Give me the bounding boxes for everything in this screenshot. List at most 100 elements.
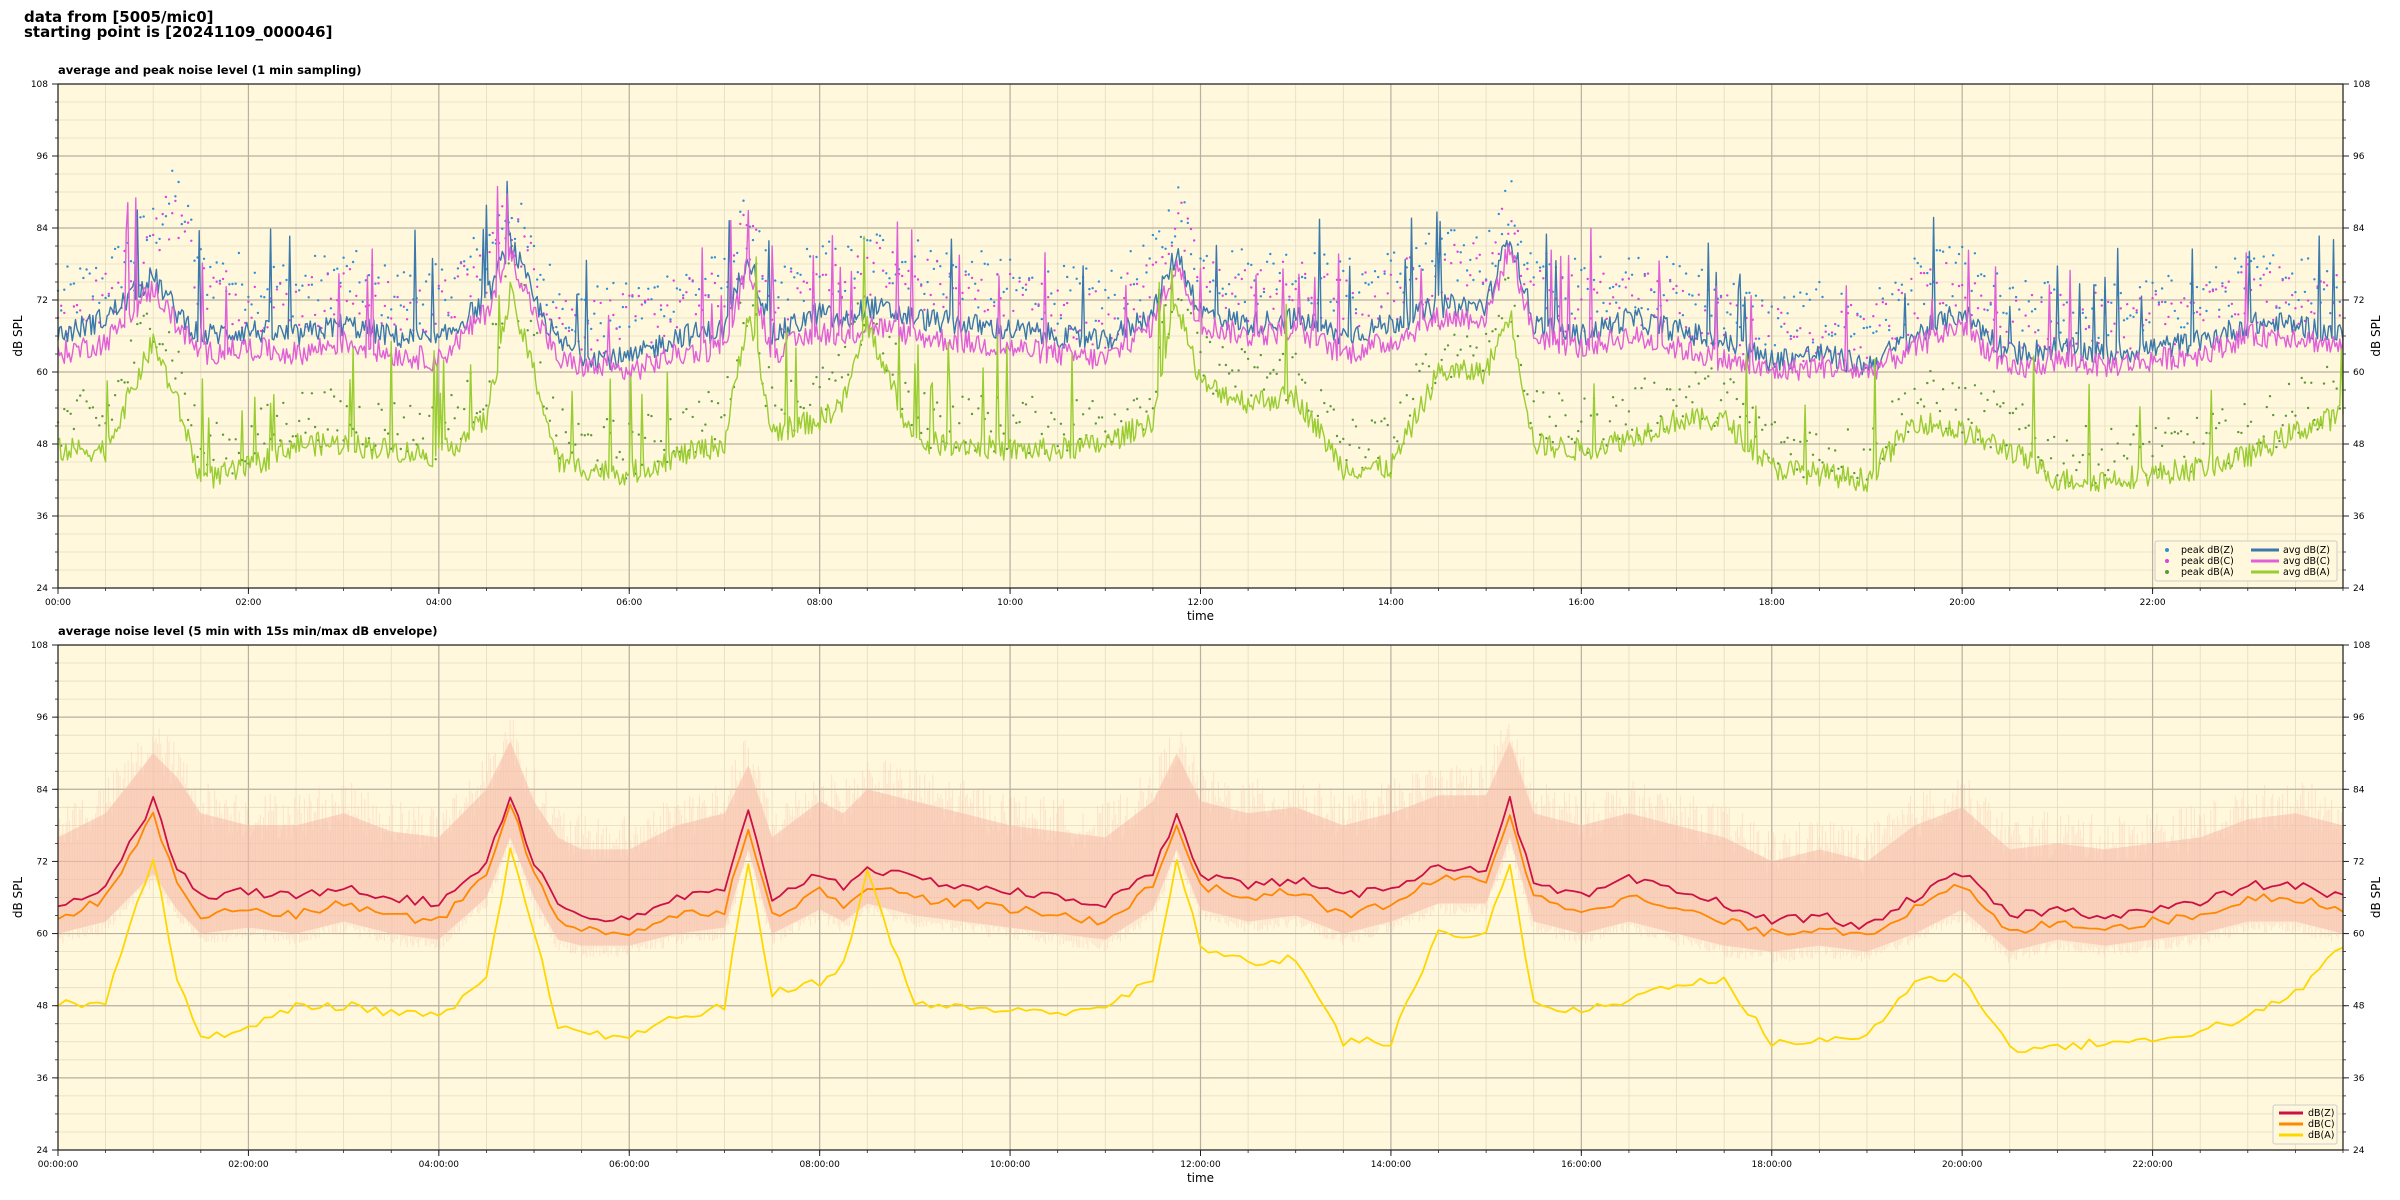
data-point [764,279,767,283]
data-point [1754,337,1758,340]
data-point [2183,455,2186,458]
data-point [2065,301,2069,304]
data-point [1653,381,1656,384]
data-point [1148,257,1151,260]
data-point [532,268,536,271]
data-point [167,238,171,241]
data-point [853,286,856,290]
data-point [881,269,885,272]
data-point [691,279,694,282]
x-tick-label: 16:00 [1568,598,1594,608]
data-point [548,263,552,266]
x-tick-label: 08:00:00 [799,1160,840,1170]
data-point [444,279,447,282]
data-point [345,405,348,408]
data-point [2148,440,2151,444]
data-point [2119,291,2122,295]
data-point [1380,420,1383,423]
data-point [250,303,253,306]
data-point [174,195,177,198]
data-point [117,281,120,284]
data-point [2129,347,2132,350]
data-point [2024,314,2027,317]
data-point [1456,279,1459,282]
data-point [875,233,878,236]
data-point [980,278,983,281]
data-point [802,280,805,283]
y-tick-label-left: 48 [37,1002,49,1012]
data-point [843,289,847,293]
data-point [2275,445,2278,449]
data-point [75,399,79,402]
data-point [1497,314,1501,318]
data-point [694,293,698,297]
data-point [1469,345,1472,348]
data-point [1945,427,1948,430]
data-point [1120,420,1123,423]
data-point [456,406,460,409]
data-point [2135,309,2138,312]
data-source-label: data from [5005/mic0] [24,8,214,26]
data-point [1713,424,1716,428]
data-point [1148,397,1151,401]
data-point [1094,290,1098,293]
data-point [1738,415,1742,419]
data-point [2008,341,2012,345]
data-point [2030,310,2034,313]
data-point [907,287,910,290]
x-tick-label: 18:00 [1759,598,1785,608]
data-point [469,255,472,258]
y-tick-label-right: 84 [2353,785,2365,795]
data-point [1548,415,1551,418]
data-point [1983,274,1986,278]
data-point [234,293,237,296]
data-point [1586,277,1589,281]
data-point [215,280,218,283]
data-point [1345,459,1348,462]
data-point [621,293,625,296]
data-point [2100,448,2103,451]
data-point [304,431,307,434]
data-point [1675,284,1678,288]
data-point [774,404,777,407]
data-point [2300,258,2303,261]
data-point [275,285,279,288]
data-point [2160,444,2164,448]
data-point [780,408,783,411]
data-point [539,361,542,364]
data-point [666,460,669,464]
data-point [964,273,967,277]
data-point [1795,329,1799,332]
data-point [2132,307,2135,310]
data-point [66,409,69,413]
data-point [618,337,621,341]
data-point [139,216,142,219]
data-point [1237,369,1240,372]
data-point [640,303,644,306]
data-point [1596,310,1599,313]
data-point [1231,369,1234,372]
legend: peak dB(Z)peak dB(C)peak dB(A)avg dB(Z)a… [2154,540,2338,582]
series-line-avg-db-c- [57,185,2344,381]
data-point [1504,189,1507,193]
data-point [1383,270,1386,273]
data-point [75,311,79,314]
data-point [329,297,333,300]
data-point [1491,262,1494,265]
data-point [1592,278,1596,282]
data-point [2113,283,2116,286]
data-point [1272,262,1275,265]
data-point [539,273,542,277]
data-point [2072,311,2075,314]
data-point [285,292,288,296]
data-point [891,373,894,376]
data-point [1196,276,1199,279]
data-point [94,266,98,270]
data-point [2154,426,2157,430]
data-point [526,245,529,249]
data-point [1142,244,1145,247]
data-point [1770,423,1774,426]
data-point [2230,302,2234,306]
data-point [1040,282,1044,285]
x-tick-label: 10:00:00 [990,1160,1031,1170]
